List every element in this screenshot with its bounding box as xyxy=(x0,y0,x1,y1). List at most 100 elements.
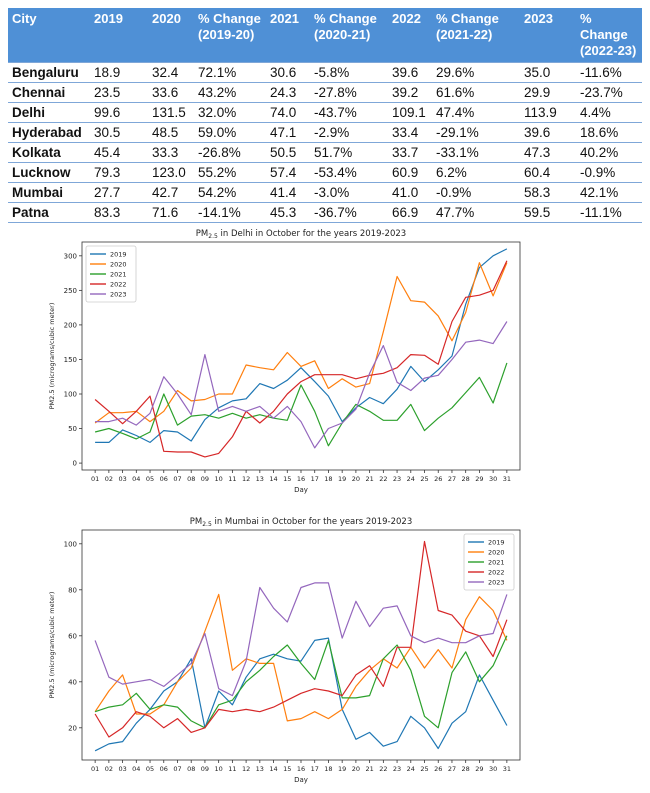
value-cell: 58.3 xyxy=(520,182,576,203)
x-tick-label: 05 xyxy=(146,765,154,773)
table-header-row: City 2019 2020% Change (2019-20) 2021% Chang… xyxy=(8,8,642,63)
series-line-2023 xyxy=(94,582,508,697)
y-tick-label: 150 xyxy=(64,356,77,364)
x-tick-label: 01 xyxy=(91,475,99,483)
value-cell: 41.4 xyxy=(266,182,310,203)
y-tick-label: 100 xyxy=(64,391,77,399)
x-tick-label: 11 xyxy=(228,765,236,773)
legend-box xyxy=(85,245,137,303)
y-tick-label: 60 xyxy=(68,632,77,640)
delhi-chart: PM2.5 in Delhi in October for the years … xyxy=(0,226,650,494)
table-row: Mumbai 27.7 42.7 54.2% 41.4 -3.0% 41.0 -0.9% 58.… xyxy=(8,182,642,203)
x-tick-label: 17 xyxy=(311,765,319,773)
table-row: Patna 83.3 71.6 -14.1% 45.3 -36.7% 66.9 47.7% 59… xyxy=(8,202,642,223)
value-cell: -36.7% xyxy=(310,202,388,223)
x-tick-label: 27 xyxy=(448,765,456,773)
x-tick-label: 14 xyxy=(269,765,277,773)
x-tick-label: 24 xyxy=(407,475,415,483)
value-cell: -11.6% xyxy=(576,62,642,83)
value-cell: 113.9 xyxy=(520,102,576,123)
legend-label-2020: 2020 xyxy=(110,261,127,269)
x-tick-label: 28 xyxy=(462,765,470,773)
value-cell: 59.5 xyxy=(520,202,576,223)
value-cell: -27.8% xyxy=(310,82,388,103)
x-tick-label: 26 xyxy=(434,475,442,483)
header-cell: % Change (2022-23) xyxy=(576,8,642,63)
value-cell: -33.1% xyxy=(432,142,520,163)
value-cell: -0.9% xyxy=(432,182,520,203)
city-cell: Patna xyxy=(8,202,90,223)
y-tick-label: 200 xyxy=(64,321,77,329)
value-cell: 33.7 xyxy=(388,142,432,163)
value-cell: 39.2 xyxy=(388,82,432,103)
value-cell: 32.0% xyxy=(194,102,266,123)
legend-label-2023: 2023 xyxy=(488,579,505,587)
x-tick-label: 25 xyxy=(420,475,428,483)
x-tick-label: 15 xyxy=(283,765,291,773)
legend-label-2023: 2023 xyxy=(110,291,127,299)
header-cell: 2022 xyxy=(388,8,432,63)
value-cell: 123.0 xyxy=(148,162,194,183)
x-tick-label: 06 xyxy=(160,475,168,483)
value-cell: -5.8% xyxy=(310,62,388,83)
value-cell: -2.9% xyxy=(310,122,388,143)
x-tick-label: 31 xyxy=(503,475,511,483)
x-tick-label: 13 xyxy=(256,765,264,773)
x-axis-label: Day xyxy=(294,776,308,784)
city-cell: Lucknow xyxy=(8,162,90,183)
legend-label-2019: 2019 xyxy=(488,539,505,547)
header-cell: 2019 xyxy=(90,8,148,63)
legend-label-2020: 2020 xyxy=(488,549,505,557)
legend-box xyxy=(463,533,515,591)
x-tick-label: 02 xyxy=(105,765,113,773)
legend-label-2021: 2021 xyxy=(110,271,127,279)
value-cell: 35.0 xyxy=(520,62,576,83)
legend-label-2021: 2021 xyxy=(488,559,505,567)
value-cell: 23.5 xyxy=(90,82,148,103)
x-tick-label: 13 xyxy=(256,475,264,483)
y-tick-label: 300 xyxy=(64,252,77,260)
value-cell: 79.3 xyxy=(90,162,148,183)
series-line-2019 xyxy=(94,637,508,752)
city-cell: Hyderabad xyxy=(8,122,90,143)
header-cell: City xyxy=(8,8,90,63)
x-tick-label: 11 xyxy=(228,475,236,483)
x-tick-label: 06 xyxy=(160,765,168,773)
chart-title: PM2.5 in Mumbai in October for the years… xyxy=(190,517,412,528)
value-cell: 41.0 xyxy=(388,182,432,203)
x-tick-label: 16 xyxy=(297,475,305,483)
x-tick-label: 09 xyxy=(201,475,209,483)
value-cell: 57.4 xyxy=(266,162,310,183)
x-tick-label: 02 xyxy=(105,475,113,483)
value-cell: 71.6 xyxy=(148,202,194,223)
value-cell: 42.7 xyxy=(148,182,194,203)
x-tick-label: 16 xyxy=(297,765,305,773)
x-tick-label: 25 xyxy=(420,765,428,773)
value-cell: 33.6 xyxy=(148,82,194,103)
x-tick-label: 10 xyxy=(215,765,223,773)
value-cell: -3.0% xyxy=(310,182,388,203)
value-cell: 47.4% xyxy=(432,102,520,123)
value-cell: 60.4 xyxy=(520,162,576,183)
value-cell: 30.6 xyxy=(266,62,310,83)
x-axis-label: Day xyxy=(294,486,308,494)
value-cell: 32.4 xyxy=(148,62,194,83)
value-cell: -53.4% xyxy=(310,162,388,183)
value-cell: -11.1% xyxy=(576,202,642,223)
city-cell: Chennai xyxy=(8,82,90,103)
x-tick-label: 17 xyxy=(311,475,319,483)
x-tick-label: 23 xyxy=(393,765,401,773)
x-tick-label: 30 xyxy=(489,765,497,773)
value-cell: 43.2% xyxy=(194,82,266,103)
x-tick-label: 27 xyxy=(448,475,456,483)
chart-title: PM2.5 in Delhi in October for the years … xyxy=(196,229,406,240)
x-tick-label: 30 xyxy=(489,475,497,483)
y-tick-label: 100 xyxy=(64,540,77,548)
x-tick-label: 22 xyxy=(379,765,387,773)
x-tick-label: 18 xyxy=(324,765,332,773)
x-tick-label: 23 xyxy=(393,475,401,483)
header-cell: 2021 xyxy=(266,8,310,63)
x-tick-label: 21 xyxy=(365,765,373,773)
x-tick-label: 20 xyxy=(352,475,360,483)
x-tick-label: 09 xyxy=(201,765,209,773)
